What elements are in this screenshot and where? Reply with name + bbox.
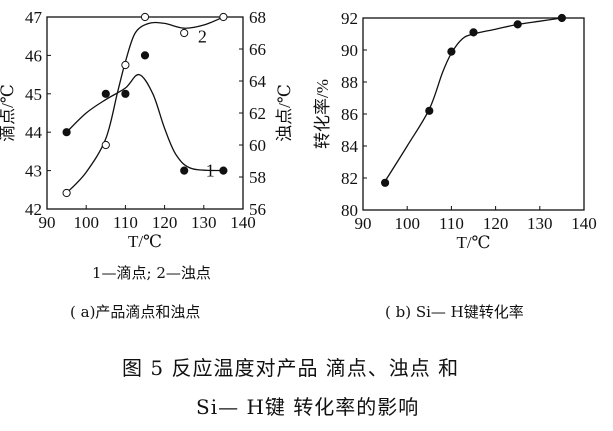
- x-tick-label: 110: [113, 213, 138, 232]
- caption-b: ( b) Si— H键转化率: [385, 303, 524, 321]
- legend-note: 1—滴点; 2—浊点: [92, 264, 211, 282]
- y-tick-label: 64: [249, 72, 267, 91]
- y-tick-label: 44: [25, 123, 43, 142]
- x-axis-label: T/℃: [128, 232, 162, 251]
- y-tick-label: 56: [249, 200, 266, 219]
- series-2-label: 2: [198, 27, 207, 47]
- y-tick-label: 42: [25, 200, 42, 219]
- y-axis-label: 浊点/℃: [275, 84, 294, 142]
- series-1-line: [66, 73, 224, 172]
- x-tick-label: 140: [230, 213, 256, 232]
- y-tick-label: 47: [25, 8, 43, 27]
- y-tick-label: 45: [25, 85, 42, 104]
- series-2-line: [66, 16, 224, 194]
- series-1-label: 1: [206, 160, 215, 180]
- x-tick-label: 130: [191, 213, 217, 232]
- data-point-open: [121, 60, 130, 70]
- data-point-open: [140, 12, 150, 22]
- data-point: [62, 128, 71, 137]
- y-tick-label: 68: [249, 8, 266, 27]
- y-tick-label: 60: [249, 136, 266, 155]
- data-point-open: [180, 28, 189, 38]
- x-tick-label: 120: [152, 213, 178, 232]
- data-point: [219, 166, 228, 175]
- x-tick-label: 90: [39, 213, 56, 232]
- figure-title-line1: 图 5 反应温度对产品 滴点、浊点 和: [122, 356, 460, 380]
- data-point: [121, 89, 130, 98]
- caption-a: ( a)产品滴点和浊点: [70, 303, 201, 321]
- y-tick-label: 66: [249, 40, 266, 59]
- data-point: [140, 51, 150, 60]
- y-tick-label: 62: [249, 104, 266, 123]
- data-point-open: [62, 188, 71, 198]
- data-point: [101, 89, 110, 98]
- x-tick-label: 100: [73, 213, 99, 232]
- y-axis-label: 滴点/℃: [0, 84, 17, 142]
- y-tick-label: 46: [25, 46, 42, 65]
- y-tick-label: 43: [25, 162, 42, 181]
- figure-title-line2: Si— H键 转化率的影响: [196, 395, 420, 419]
- y-tick-label: 58: [249, 168, 266, 187]
- data-point-open: [101, 140, 110, 150]
- data-point: [180, 166, 189, 175]
- data-point-open: [219, 12, 228, 22]
